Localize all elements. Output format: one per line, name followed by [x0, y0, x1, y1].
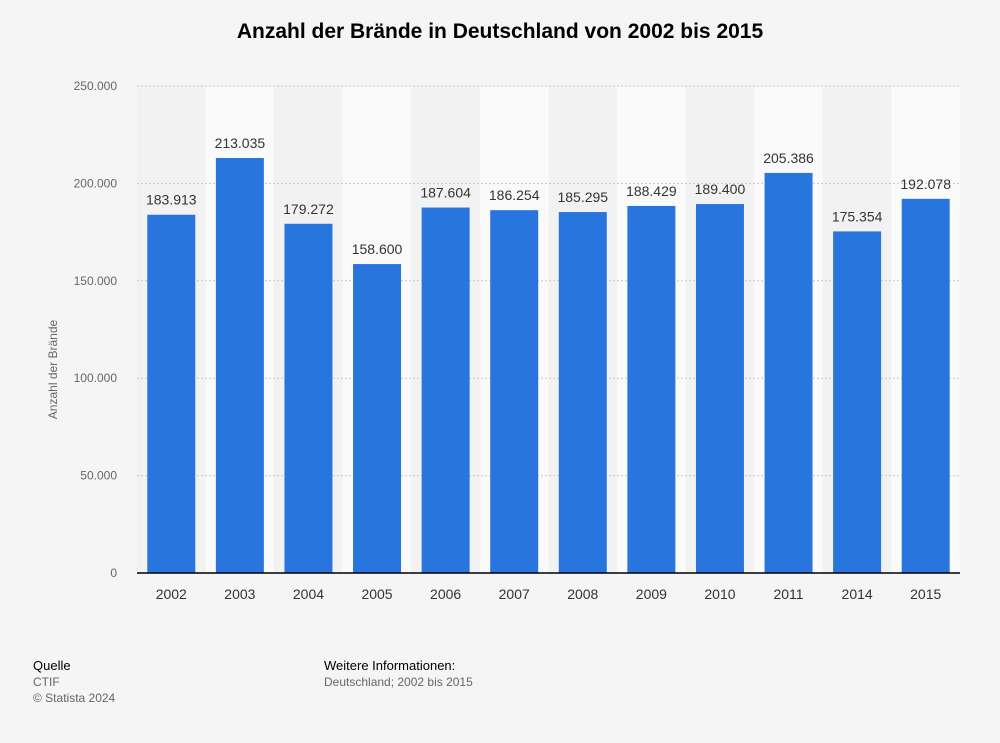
x-tick-label: 2009	[636, 586, 667, 602]
x-tick-label: 2003	[224, 586, 255, 602]
copyright-text[interactable]: © Statista 2024	[33, 691, 116, 705]
x-tick-label: 2010	[704, 586, 735, 602]
x-tick-label: 2014	[842, 586, 873, 602]
y-axis-ticks: 0 50.000 100.000 150.000 200.000 250.000	[74, 79, 118, 580]
bar[interactable]	[695, 204, 744, 573]
value-label: 213.035	[215, 135, 266, 151]
value-label: 158.600	[352, 241, 403, 257]
source-name[interactable]: CTIF	[33, 675, 60, 689]
x-tick-label: 2008	[567, 586, 598, 602]
y-tick-label: 200.000	[74, 176, 118, 190]
bar[interactable]	[764, 172, 813, 573]
value-label: 183.913	[146, 192, 197, 208]
x-tick-label: 2002	[156, 586, 187, 602]
info-block: Weitere Informationen: Deutschland; 2002…	[324, 658, 473, 689]
y-tick-label: 50.000	[80, 469, 117, 483]
bar[interactable]	[558, 212, 607, 573]
bar[interactable]	[147, 214, 196, 573]
x-tick-label: 2011	[773, 586, 803, 602]
x-tick-label: 2004	[293, 586, 324, 602]
value-label: 187.604	[420, 185, 471, 201]
value-label: 175.354	[832, 208, 883, 224]
x-axis-ticks: 2002 2003 2004 2005 2006 2007 2008 2009 2010 2011…	[156, 586, 942, 602]
bar[interactable]	[353, 264, 402, 573]
chart-title: Anzahl der Brände in Deutschland von 200…	[236, 20, 764, 43]
source-block: Quelle CTIF © Statista 2024	[33, 658, 115, 705]
value-label: 179.272	[283, 201, 334, 217]
y-tick-label: 250.000	[74, 79, 118, 93]
bar[interactable]	[421, 207, 470, 573]
x-tick-label: 2015	[910, 586, 941, 602]
y-axis-title: Anzahl der Brände	[46, 319, 60, 419]
info-heading: Weitere Informationen:	[324, 658, 456, 673]
source-heading: Quelle	[33, 658, 71, 673]
y-tick-label: 0	[110, 566, 117, 580]
x-tick-label: 2006	[430, 586, 461, 602]
bar[interactable]	[627, 205, 676, 573]
bar[interactable]	[215, 158, 264, 573]
value-labels: 183.913 213.035 179.272 158.600 187.604 186.2…	[146, 135, 951, 257]
gridlines	[137, 85, 960, 477]
value-label: 185.295	[557, 189, 608, 205]
value-label: 189.400	[695, 181, 746, 197]
value-label: 188.429	[626, 183, 677, 199]
value-label: 205.386	[763, 150, 814, 166]
x-tick-label: 2007	[499, 586, 530, 602]
bar[interactable]	[284, 223, 333, 573]
bars	[147, 158, 950, 573]
value-label: 192.078	[900, 176, 951, 192]
bar[interactable]	[901, 198, 950, 573]
bar[interactable]	[833, 231, 882, 573]
value-label: 186.254	[489, 187, 540, 203]
info-text: Deutschland; 2002 bis 2015	[324, 675, 473, 689]
bar[interactable]	[490, 210, 539, 573]
y-tick-label: 150.000	[74, 274, 118, 288]
y-tick-label: 100.000	[74, 371, 118, 385]
x-tick-label: 2005	[361, 586, 392, 602]
